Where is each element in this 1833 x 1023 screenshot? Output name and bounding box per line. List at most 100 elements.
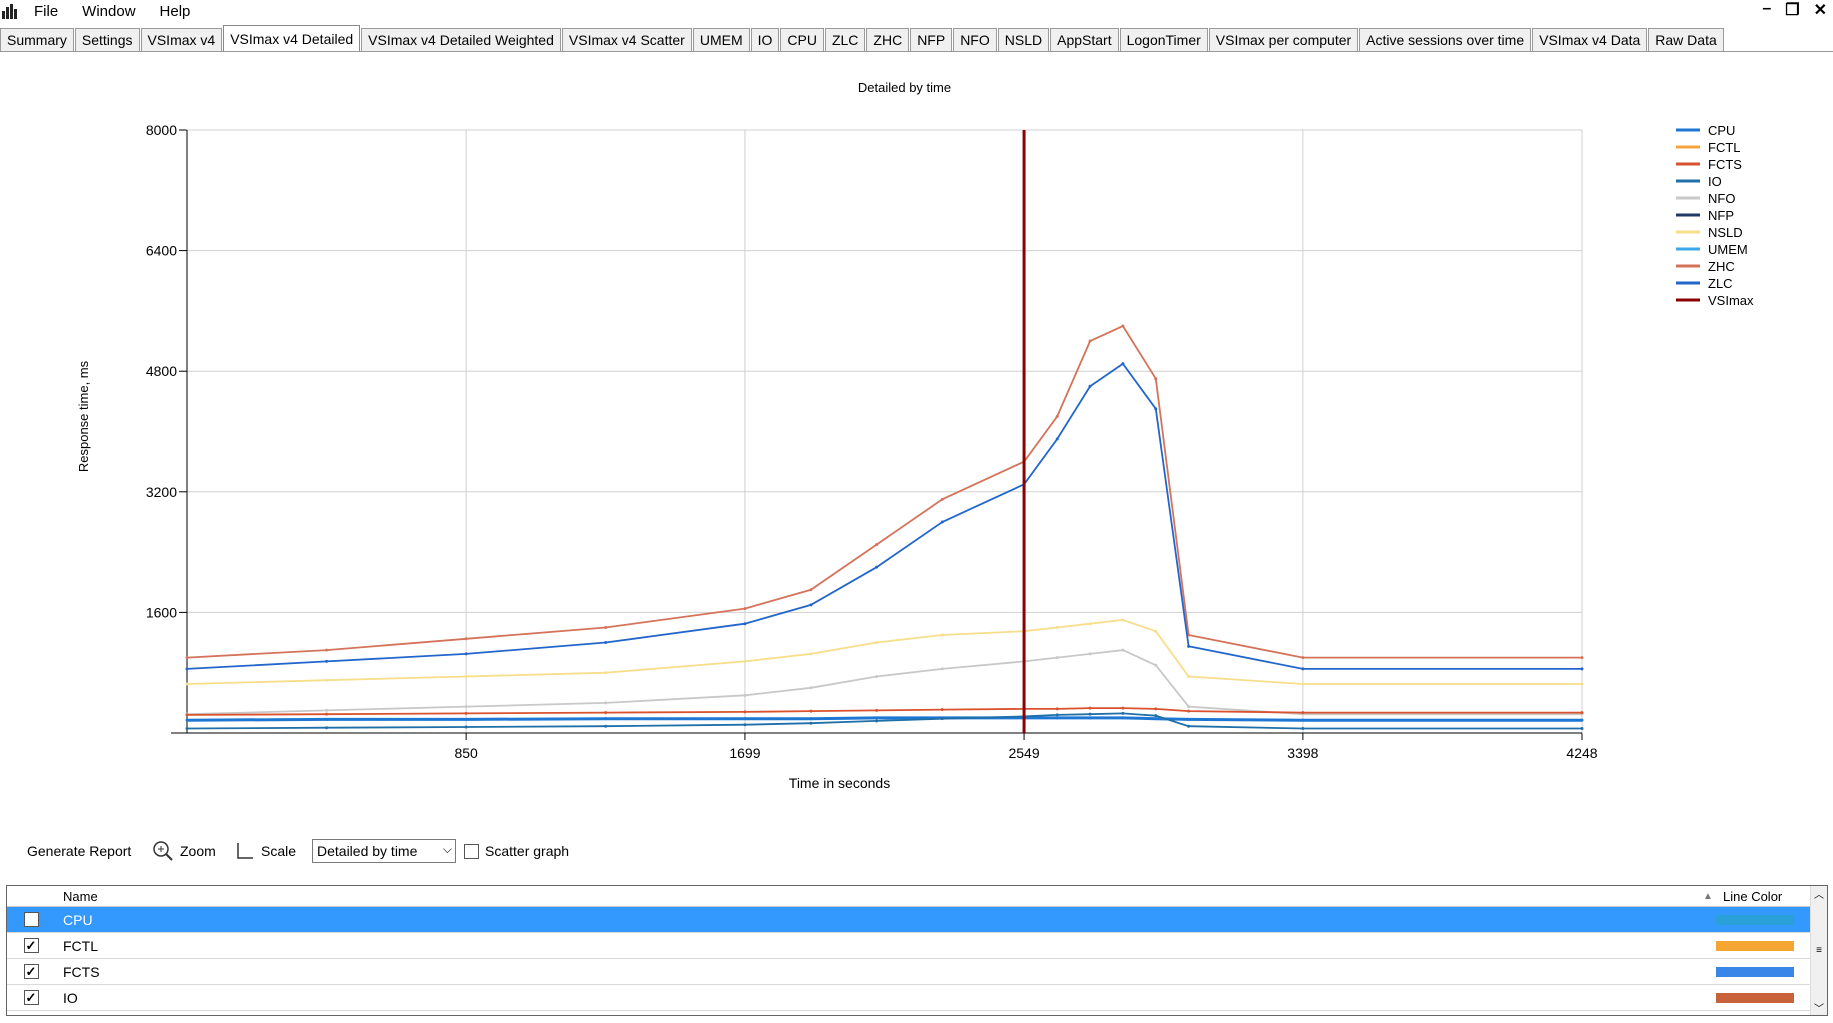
legend-label: NSLD	[1708, 225, 1743, 240]
data-point-nsld	[1301, 682, 1305, 686]
menu-file[interactable]: File	[34, 2, 59, 20]
line-color-swatch[interactable]	[1716, 940, 1794, 951]
data-point-cpu	[604, 717, 608, 721]
grid-row[interactable]: ✓ FCTS	[7, 959, 1827, 985]
data-point-nsld	[1154, 629, 1158, 633]
data-point-nsld	[940, 633, 944, 637]
line-color-swatch[interactable]	[1716, 914, 1794, 925]
data-point-nfo	[1187, 705, 1191, 709]
y-tick-label: 8000	[146, 122, 177, 138]
plot-frame	[186, 129, 1583, 734]
scale-label: Scale	[261, 843, 297, 859]
data-point-nfo	[1055, 656, 1059, 660]
close-icon[interactable]: ✕	[1813, 2, 1827, 19]
series-checkbox[interactable]: ✓	[23, 990, 39, 1005]
data-point-nsld	[809, 652, 813, 656]
column-name-header[interactable]: Name	[63, 888, 98, 904]
data-point-fcts	[940, 708, 944, 712]
grid-row[interactable]: ✓ FCTL	[7, 933, 1827, 959]
column-color-header[interactable]: Line Color	[1723, 888, 1783, 904]
data-point-fcts	[464, 711, 468, 715]
tab-zhc[interactable]: ZHC	[866, 28, 910, 51]
data-point-zlc	[743, 622, 747, 626]
data-point-cpu	[1088, 716, 1092, 720]
data-point-io	[1121, 711, 1125, 715]
tab-vsimax-v4-detailed-weighted[interactable]: VSImax v4 Detailed Weighted	[361, 28, 561, 51]
tab-umem[interactable]: UMEM	[692, 28, 750, 51]
restore-icon[interactable]: ❐	[1785, 2, 1800, 19]
data-point-nsld	[604, 671, 608, 675]
scatter-graph-checkbox[interactable]	[464, 843, 479, 859]
view-select[interactable]: Detailed by time ⌵	[312, 839, 456, 863]
grid-row[interactable]: ✓ IO	[7, 985, 1827, 1011]
legend-label: UMEM	[1708, 242, 1748, 257]
data-point-io	[1301, 726, 1305, 730]
tab-summary[interactable]: Summary	[0, 28, 74, 51]
data-point-cpu	[1154, 717, 1158, 721]
data-point-fcts	[1088, 706, 1092, 710]
series-checkbox[interactable]: ✓	[23, 912, 39, 927]
data-point-io	[1154, 714, 1158, 718]
tab-cpu[interactable]: CPU	[780, 28, 824, 51]
menu-bar: File Window Help – ❐ ✕	[0, 0, 1833, 22]
legend-label: VSImax	[1708, 293, 1754, 308]
tab-raw-data[interactable]: Raw Data	[1648, 28, 1724, 51]
legend-label: CPU	[1708, 123, 1735, 138]
series-name: CPU	[63, 911, 93, 928]
y-tick-label: 3200	[146, 484, 177, 500]
tab-settings[interactable]: Settings	[74, 28, 140, 51]
grid-scrollbar[interactable]: ︿ ≡ ﹀	[1810, 886, 1827, 1015]
tab-vsimax-v4-data[interactable]: VSImax v4 Data	[1532, 28, 1648, 51]
x-tick-label: 4248	[1566, 745, 1597, 761]
tab-vsimax-v4-detailed[interactable]: VSImax v4 Detailed	[223, 25, 361, 51]
scale-button[interactable]: Scale	[235, 841, 296, 861]
generate-report-button[interactable]: Generate Report	[27, 843, 131, 859]
data-point-nsld	[325, 678, 329, 682]
data-point-cpu	[1121, 716, 1125, 720]
tab-io[interactable]: IO	[750, 28, 780, 51]
tab-nsld[interactable]: NSLD	[997, 28, 1050, 51]
scatter-graph-toggle[interactable]: Scatter graph	[464, 843, 569, 859]
tab-zlc[interactable]: ZLC	[824, 28, 866, 51]
menu-window[interactable]: Window	[82, 2, 136, 20]
x-axis-label: Time in seconds	[789, 775, 890, 791]
chart-toolbar: Generate Report Zoom Scale Detailed by t…	[0, 835, 1833, 867]
tab-nfp[interactable]: NFP	[910, 28, 953, 51]
legend-label: NFP	[1708, 208, 1734, 223]
data-point-nfo	[940, 667, 944, 671]
data-point-cpu	[1055, 716, 1059, 720]
y-tick-label: 6400	[146, 243, 177, 259]
data-point-io	[940, 717, 944, 721]
line-color-swatch[interactable]	[1716, 966, 1794, 977]
data-point-nfo	[1154, 663, 1158, 667]
series-name: FCTL	[63, 937, 98, 954]
series-name: IO	[63, 989, 78, 1006]
chart-title: Detailed by time	[858, 80, 951, 95]
data-point-zlc	[809, 603, 813, 607]
data-point-zlc	[604, 641, 608, 645]
series-checkbox[interactable]: ✓	[23, 964, 39, 979]
generate-report-label: Generate Report	[27, 843, 132, 859]
tab-vsimax-v4-scatter[interactable]: VSImax v4 Scatter	[561, 28, 692, 51]
tab-logontimer[interactable]: LogonTimer	[1119, 28, 1208, 51]
scroll-down-icon[interactable]: ﹀	[1814, 1004, 1824, 1015]
menu-help[interactable]: Help	[159, 2, 191, 20]
scroll-thumb-icon[interactable]: ≡	[1816, 945, 1822, 956]
data-point-fcts	[185, 713, 189, 717]
tab-appstart[interactable]: AppStart	[1050, 28, 1119, 51]
series-checkbox[interactable]: ✓	[23, 938, 39, 953]
legend-label: ZHC	[1708, 259, 1735, 274]
data-point-io	[604, 724, 608, 728]
zoom-button[interactable]: Zoom	[152, 840, 216, 862]
tab-nfo[interactable]: NFO	[953, 28, 997, 51]
minimize-icon[interactable]: –	[1762, 0, 1772, 17]
series-grid: Name ▲ Line Color ✓ CPU ✓ FCTL ✓ FCTS ✓ IO ︿ ≡ …	[6, 885, 1828, 1016]
tab-active-sessions-over-time[interactable]: Active sessions over time	[1359, 28, 1532, 51]
grid-row[interactable]: ✓ CPU	[7, 907, 1827, 933]
line-color-swatch[interactable]	[1716, 992, 1794, 1003]
x-tick-label: 3398	[1287, 745, 1318, 761]
scroll-up-icon[interactable]: ︿	[1814, 890, 1824, 901]
data-point-zhc	[1580, 656, 1584, 660]
tab-vsimax-v4[interactable]: VSImax v4	[140, 28, 223, 51]
tab-vsimax-per-computer[interactable]: VSImax per computer	[1208, 28, 1359, 51]
